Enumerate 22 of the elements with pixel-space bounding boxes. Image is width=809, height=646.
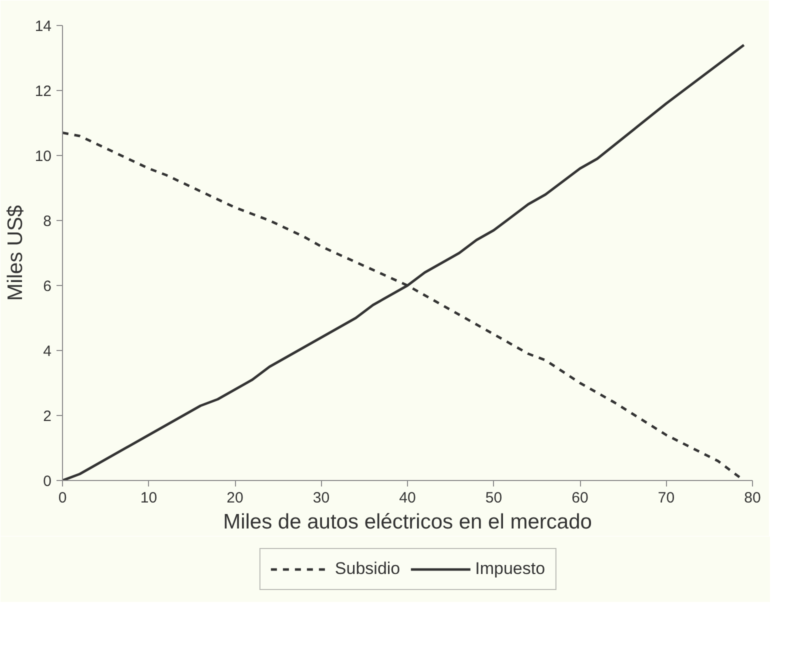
x-tick-label: 30	[312, 490, 330, 506]
line-series	[62, 44, 746, 480]
x-tick-label: 70	[658, 490, 675, 506]
y-tick-label: 4	[43, 343, 52, 360]
x-axis-title: Miles de autos eléctricos en el mercado	[223, 510, 592, 534]
y-tick-label: 12	[34, 83, 52, 100]
x-tick-label: 80	[744, 490, 761, 506]
x-tick-label: 0	[58, 490, 67, 506]
y-axis-title: Miles US$	[4, 204, 27, 301]
y-tick-label: 2	[43, 408, 52, 425]
y-tick-label: 8	[43, 213, 52, 230]
x-tick-label: 20	[226, 490, 244, 506]
x-tick-label: 60	[572, 490, 588, 506]
x-tick-label: 10	[140, 490, 158, 506]
y-tick-label: 6	[43, 278, 52, 295]
legend-label: Subsidio	[334, 559, 400, 579]
y-tick-label: 14	[34, 18, 52, 35]
y-tick-label: 0	[43, 473, 52, 490]
x-tick-label: 40	[399, 490, 416, 506]
x-tick-label: 50	[485, 490, 502, 506]
legend-label: Impuesto	[475, 559, 546, 579]
y-tick-label: 10	[34, 148, 52, 165]
